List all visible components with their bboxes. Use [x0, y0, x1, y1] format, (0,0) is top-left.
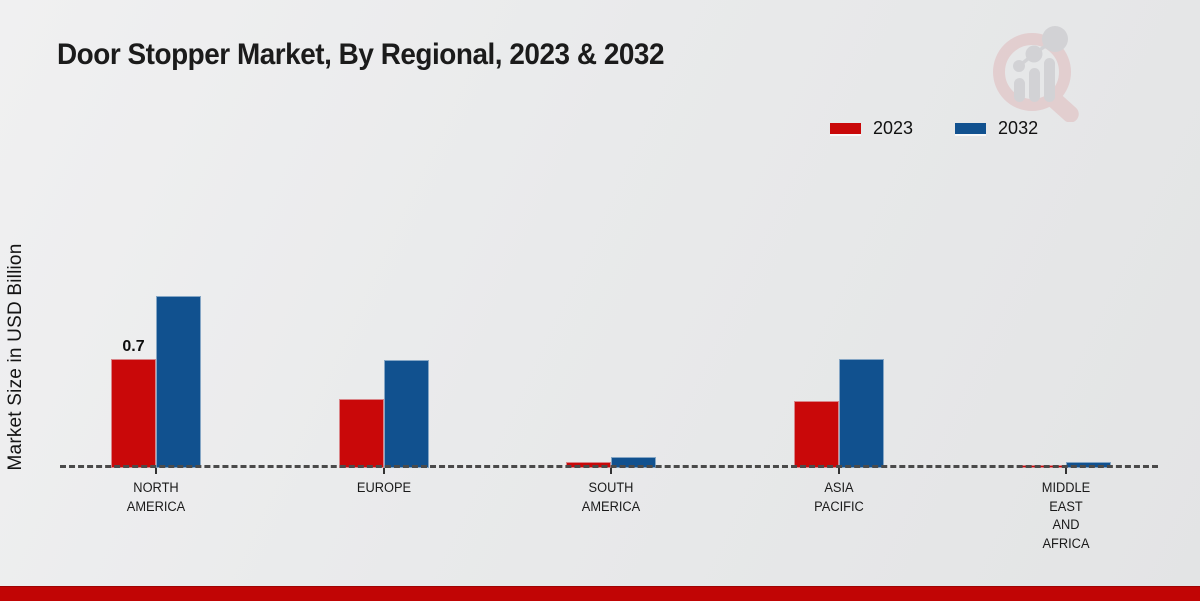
legend-item-2023: 2023 — [830, 118, 913, 139]
footer-accent-band — [0, 586, 1200, 601]
x-axis-tick — [610, 468, 612, 474]
bar-2032-asia-pacific — [838, 359, 884, 468]
x-axis-tick — [155, 468, 157, 474]
bar-2032-europe — [383, 360, 429, 468]
x-axis-label-middle-east-and-africa: MIDDLE EAST AND AFRICA — [1041, 480, 1091, 551]
x-axis-label-asia-pacific: ASIA PACIFIC — [813, 480, 864, 514]
x-axis-tick — [382, 468, 385, 474]
x-axis-tick — [837, 468, 840, 474]
legend-swatch-2032 — [955, 123, 987, 134]
x-axis-label-europe: EUROPE — [356, 480, 411, 495]
legend-label: 2032 — [998, 118, 1039, 138]
bar-2023-asia-pacific — [793, 401, 839, 468]
bar-value-label: 0.7 — [122, 338, 145, 355]
x-axis-baseline — [60, 465, 1158, 468]
chart-title: Door Stopper Market, By Regional, 2023 &… — [57, 38, 665, 71]
bar-2023-north-america — [111, 359, 156, 468]
legend: 2023 2032 — [830, 118, 1038, 139]
legend-item-2032: 2032 — [955, 118, 1038, 139]
market-research-future-logo-icon — [988, 22, 1092, 123]
x-axis-label-south-america: SOUTH AMERICA — [581, 480, 641, 514]
x-axis-label-north-america: NORTH AMERICA — [126, 480, 186, 514]
legend-swatch-2023 — [830, 123, 861, 134]
bar-2023-europe — [338, 399, 384, 468]
legend-label: 2023 — [873, 118, 914, 138]
x-axis-tick — [1065, 468, 1067, 474]
bar-2032-north-america — [156, 296, 201, 468]
